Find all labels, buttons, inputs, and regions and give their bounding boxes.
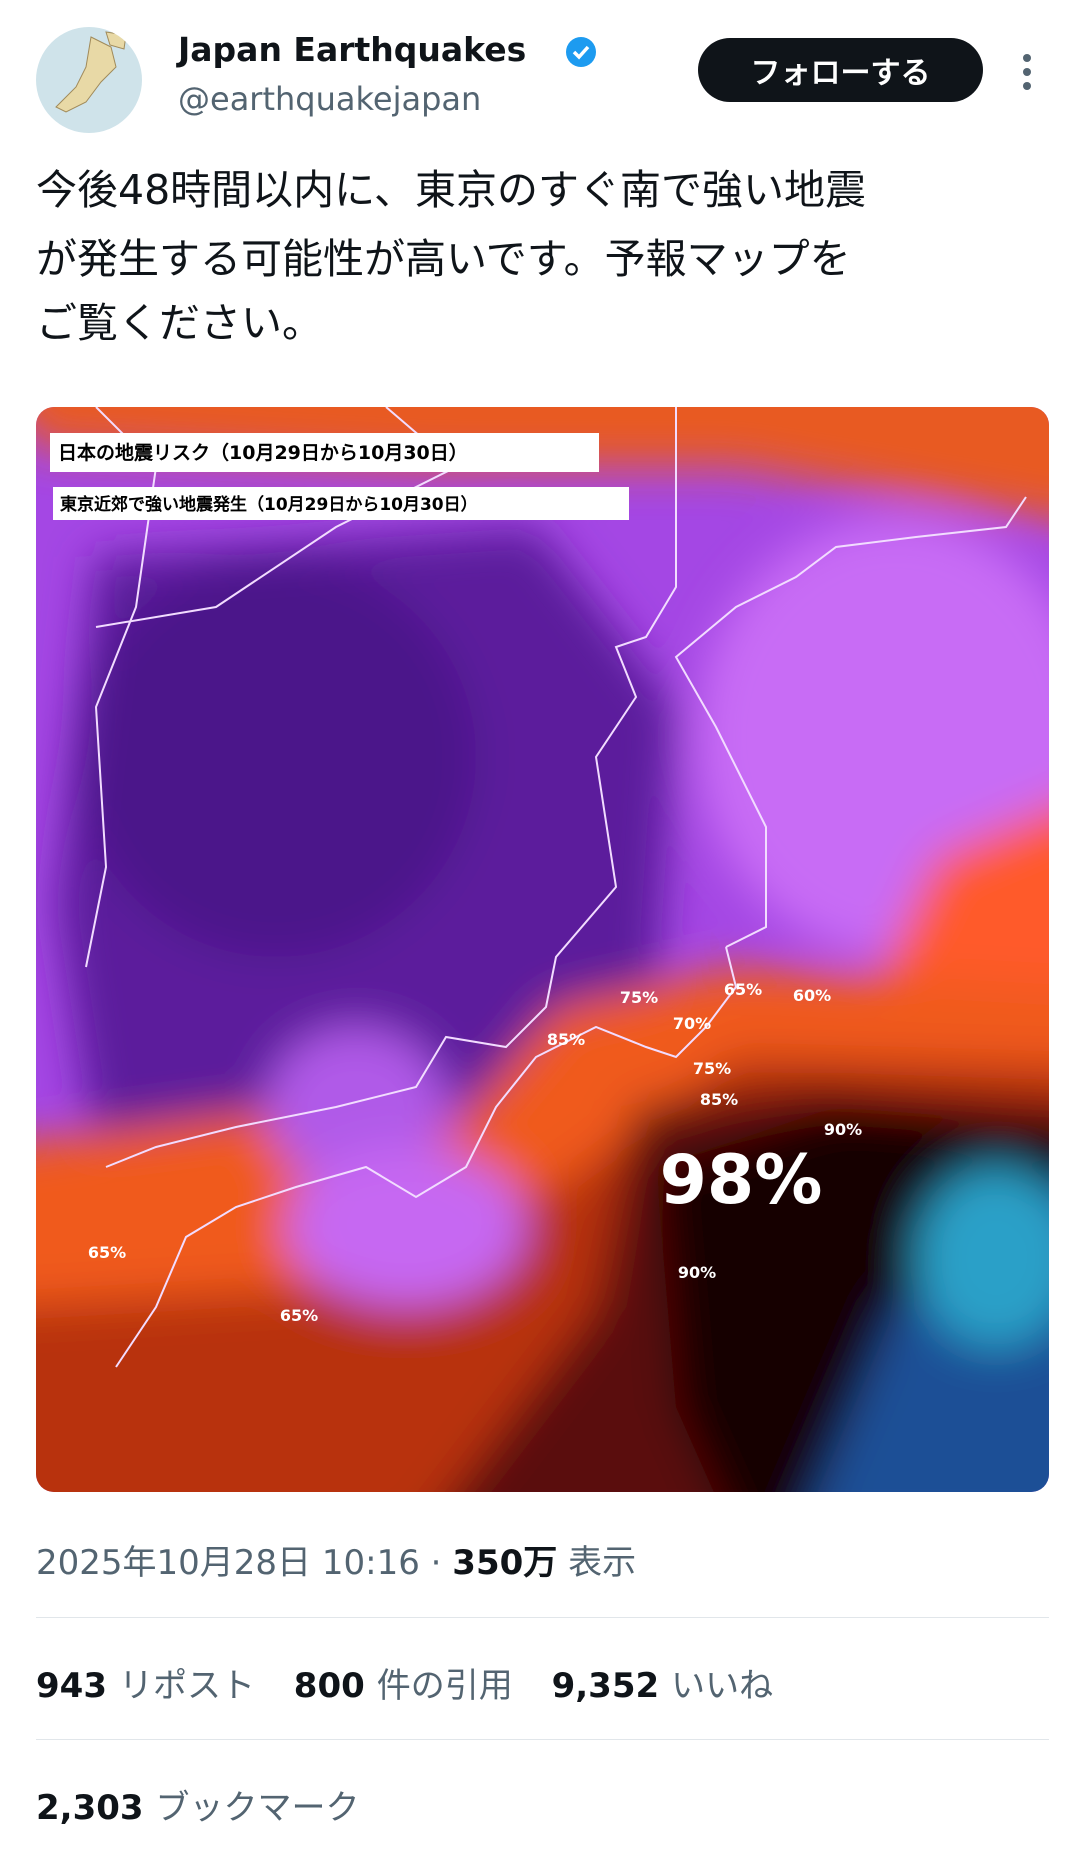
post-meta: 2025年10月28日 10:16 · 350万 表示 [36, 1535, 636, 1584]
more-menu[interactable] [1018, 52, 1036, 92]
map-label: 65% [88, 1243, 126, 1262]
post-text: が発生する可能性が高いです。予報マップを [36, 235, 851, 283]
legend-box [50, 433, 599, 472]
map-label: 65% [280, 1306, 318, 1325]
verified-badge [566, 37, 596, 67]
map-label: 85% [700, 1090, 738, 1109]
map-label: 75% [693, 1059, 731, 1078]
separator: · [430, 1543, 442, 1583]
divider [36, 1617, 1049, 1618]
likes[interactable]: 9,352 いいね [552, 1666, 774, 1706]
map-label: 65% [724, 980, 762, 999]
map-label: 75% [620, 988, 658, 1007]
map-label: 90% [824, 1120, 862, 1139]
stats-row: 943 リポスト 800 件の引用 9,352 いいね [36, 1658, 773, 1707]
timestamp[interactable]: 2025年10月28日 10:16 [36, 1543, 420, 1583]
count: 9,352 [551, 1666, 660, 1706]
count: 800 [293, 1666, 365, 1706]
account-handle[interactable]: @earthquakejapan [178, 80, 482, 118]
quotes[interactable]: 800 件の引用 [294, 1666, 513, 1706]
views-count: 350万 [452, 1543, 558, 1583]
label: リポスト [118, 1666, 255, 1706]
label: いいね [671, 1666, 774, 1706]
map-label: 98% [660, 1141, 823, 1220]
views-label: 表示 [568, 1543, 637, 1583]
label: ブックマーク [155, 1788, 360, 1828]
label: 件の引用 [376, 1666, 513, 1706]
avatar[interactable] [36, 27, 142, 133]
forecast-map[interactable]: 日本の地震リスク（10月29日から10月30日） 東京近郊で強い地震発生（10月… [36, 407, 1049, 1492]
reposts[interactable]: 943 リポスト [36, 1666, 255, 1706]
post-text: 今後48時間以内に、東京のすぐ南で強い地震 [36, 166, 866, 214]
divider [36, 1739, 1049, 1740]
follow-button[interactable]: フォローする [698, 38, 983, 102]
legend-text: 日本の地震リスク（10月29日から10月30日） [58, 441, 468, 464]
bookmarks[interactable]: 2,303 ブックマーク [36, 1780, 360, 1829]
count: 2,303 [36, 1788, 144, 1828]
map-label: 85% [547, 1030, 585, 1049]
map-label: 60% [793, 986, 831, 1005]
map-label: 70% [673, 1014, 711, 1033]
account-name[interactable]: Japan Earthquakes [178, 30, 527, 69]
post-text: ご覧ください。 [36, 299, 323, 347]
legend-box [53, 487, 629, 520]
count: 943 [36, 1666, 107, 1706]
map-label: 90% [678, 1263, 716, 1282]
legend-text: 東京近郊で強い地震発生（10月29日から10月30日） [60, 494, 478, 515]
